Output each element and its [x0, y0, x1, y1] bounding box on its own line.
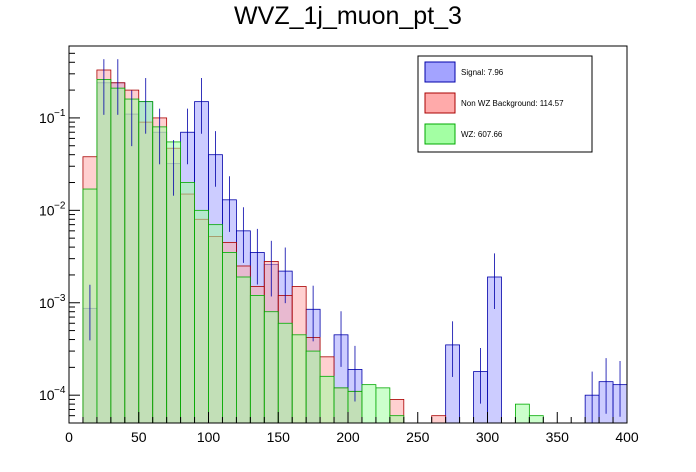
bar-wz: [361, 384, 377, 424]
y-tick-label: 10: [39, 110, 55, 126]
y-tick-exponent: −4: [54, 385, 66, 396]
bar-wz: [194, 209, 209, 424]
bar-non-wz-background: [431, 415, 447, 424]
legend-label-signal: Signal: 7.96: [461, 68, 504, 77]
x-tick-label: 350: [546, 429, 570, 445]
x-tick-label: 50: [131, 429, 147, 445]
y-tick-label: 10: [39, 295, 55, 311]
x-tick-label: 0: [65, 429, 73, 445]
legend-swatch-wz: [424, 123, 456, 145]
x-tick-label: 400: [615, 429, 639, 445]
chart-title: WVZ_1j_muon_pt_3: [234, 2, 462, 30]
bar-wz: [152, 126, 168, 424]
bar-wz: [180, 182, 195, 424]
bar-wz: [235, 276, 251, 424]
legend-swatch-signal: [424, 61, 456, 83]
bar-wz: [305, 350, 321, 424]
y-tick-exponent: −1: [54, 108, 66, 119]
legend-label-non-wz-background: Non WZ Background: 114.57: [461, 99, 564, 108]
legend-swatch-non-wz-background: [424, 92, 456, 114]
bar-wz: [138, 101, 154, 424]
bar-wz: [291, 334, 307, 424]
bar-wz: [249, 295, 265, 424]
error-bars: [89, 59, 621, 423]
bar-wz: [515, 403, 530, 424]
legend-label-wz: WZ: 607.66: [461, 130, 503, 139]
bar-wz: [208, 224, 223, 424]
x-tick-label: 250: [406, 429, 430, 445]
x-tick-label: 150: [267, 429, 291, 445]
y-tick-exponent: −3: [54, 293, 66, 304]
x-tick-label: 300: [476, 429, 500, 445]
bar-wz: [96, 79, 112, 424]
bar-wz: [263, 311, 279, 424]
bar-wz: [110, 87, 126, 424]
bar-wz: [124, 98, 140, 424]
y-tick-label: 10: [39, 202, 55, 218]
bar-wz: [277, 322, 293, 424]
x-tick-label: 100: [197, 429, 221, 445]
bar-wz: [528, 415, 544, 424]
x-tick-label: 200: [336, 429, 360, 445]
y-tick-label: 10: [39, 387, 55, 403]
bar-wz: [319, 375, 335, 424]
bar-wz: [222, 252, 237, 424]
bar-wz: [333, 387, 349, 424]
legend: Signal: 7.96 Non WZ Background: 114.57 W…: [417, 55, 593, 153]
y-tick-exponent: −2: [54, 200, 66, 211]
bar-wz: [389, 415, 405, 424]
bar-wz: [375, 387, 391, 424]
